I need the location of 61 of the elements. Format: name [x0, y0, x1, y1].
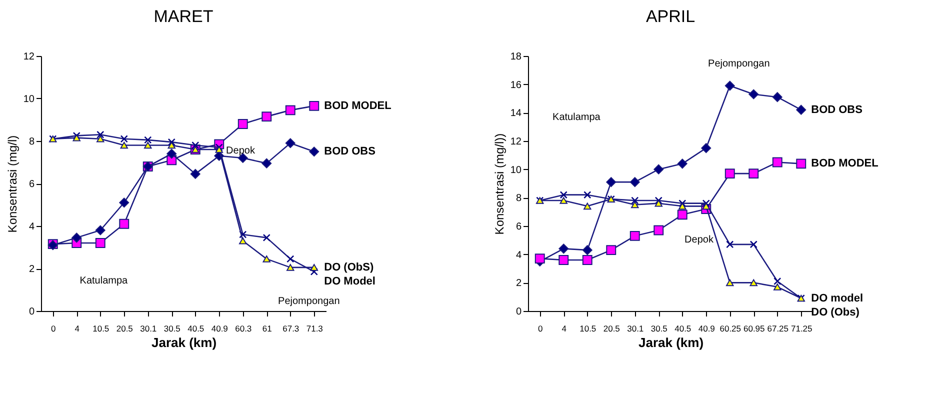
x-tick-label: 30.5 — [164, 324, 181, 334]
y-tick-label: 2 — [516, 278, 522, 290]
annotation: Depok — [684, 234, 714, 246]
y-axis-title: Konsentrasi (mg/l) — [5, 135, 20, 233]
y-tick-label: 2 — [28, 264, 35, 275]
x-tick-label: 61 — [262, 324, 272, 334]
chart-title: APRIL — [646, 7, 696, 26]
y-tick-label: 14 — [510, 108, 522, 120]
y-tick-label: 16 — [510, 80, 522, 91]
series-label: DO (Obs) — [811, 306, 860, 318]
x-tick-label: 30.1 — [140, 324, 157, 334]
x-tick-label: 4 — [562, 324, 567, 334]
y-tick-label: 4 — [516, 250, 522, 261]
series-label: BOD MODEL — [811, 158, 879, 170]
x-tick-label: 67.25 — [767, 324, 789, 334]
y-tick-label: 8 — [516, 193, 522, 204]
x-tick-label: 71.25 — [790, 324, 813, 334]
series-label: DO model — [811, 292, 864, 304]
series-label: DO (ObS) — [324, 261, 374, 274]
x-tick-label: 20.5 — [603, 324, 620, 334]
y-tick-label: 6 — [28, 179, 35, 190]
y-tick-label: 6 — [516, 222, 522, 232]
y-tick-label: 10 — [510, 164, 522, 176]
series-label: DO Model — [324, 275, 376, 288]
x-tick-label: 0 — [51, 324, 56, 334]
x-tick-label: 60.3 — [235, 324, 252, 334]
x-tick-label: 30.1 — [627, 324, 644, 334]
annotation: Pejompongan — [708, 58, 770, 70]
annotation: Katulampa — [80, 275, 128, 286]
series-label: BOD OBS — [811, 104, 862, 116]
y-tick-label: 4 — [28, 222, 35, 232]
x-tick-label: 40.5 — [188, 324, 204, 334]
x-tick-label: 40.5 — [674, 324, 692, 334]
x-tick-label: 67.3 — [282, 324, 300, 334]
chart-title: MARET — [154, 7, 214, 26]
y-tick-label: 12 — [510, 136, 522, 148]
x-tick-label: 40.9 — [698, 324, 716, 334]
x-tick-label: 0 — [538, 324, 544, 334]
y-tick-label: 10 — [23, 94, 35, 105]
x-axis-title: Jarak (km) — [638, 335, 704, 350]
x-axis-title: Jarak (km) — [151, 335, 217, 350]
x-tick-label: 10.5 — [580, 324, 596, 334]
x-tick-label: 71.3 — [306, 324, 324, 334]
y-tick-label: 0 — [516, 306, 522, 318]
series-label: BOD MODEL — [324, 100, 392, 112]
x-tick-label: 10.5 — [92, 324, 110, 334]
x-tick-label: 40.9 — [211, 324, 228, 334]
x-tick-label: 20.5 — [116, 324, 134, 334]
annotation: Katulampa — [552, 112, 601, 124]
y-axis-title: Konsentrasi (mg/l)) — [492, 133, 506, 235]
annotation: Pejompongan — [278, 296, 340, 307]
y-tick-label: 8 — [28, 136, 35, 148]
y-tick-label: 12 — [23, 52, 35, 62]
annotation: Depok — [226, 145, 256, 156]
y-tick-label: 18 — [510, 52, 522, 62]
x-tick-label: 60.95 — [743, 324, 766, 334]
series-label: BOD OBS — [324, 146, 376, 158]
y-tick-label: 0 — [28, 306, 35, 318]
x-tick-label: 60.25 — [720, 324, 742, 334]
x-tick-label: 4 — [74, 324, 80, 334]
x-tick-label: 30.5 — [650, 324, 668, 334]
